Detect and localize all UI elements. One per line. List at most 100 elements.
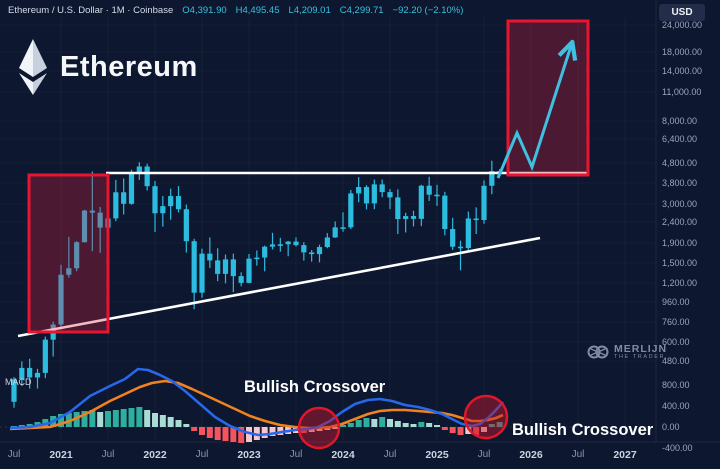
macd-histogram-bar xyxy=(473,427,480,435)
macd-signal-line xyxy=(9,379,504,431)
candle-body xyxy=(332,227,338,238)
price-axis-label: 3,000.00 xyxy=(662,199,698,209)
macd-histogram-bar xyxy=(18,425,25,427)
macd-histogram-bar xyxy=(167,417,174,427)
candle-body xyxy=(262,246,268,258)
time-axis-label: 2024 xyxy=(331,449,355,461)
candle-body xyxy=(481,185,487,220)
macd-histogram-bar xyxy=(159,415,166,427)
macd-histogram-bar xyxy=(339,425,346,427)
time-axis-label: Jul xyxy=(195,449,209,460)
bullish-crossover-label-1: Bullish Crossover xyxy=(244,378,386,396)
macd-histogram-bar xyxy=(120,409,127,427)
price-axis-label: 4,800.00 xyxy=(662,158,698,168)
candle-body xyxy=(27,367,33,378)
macd-histogram-bar xyxy=(57,414,64,427)
crossover-circle xyxy=(297,406,341,450)
macd-histogram-bar xyxy=(355,420,362,427)
candle-body xyxy=(293,241,299,246)
macd-histogram-bar xyxy=(488,424,495,427)
macd-histogram-bar xyxy=(426,423,433,427)
ohlc-close: C4,299.71 xyxy=(339,4,384,16)
ohlc-open: O4,391.90 xyxy=(182,4,227,16)
candle-body xyxy=(309,252,315,255)
candle-body xyxy=(403,216,409,220)
price-axis-label: 2,400.00 xyxy=(662,217,698,227)
macd-histogram-bar xyxy=(441,427,448,430)
projection-arrow xyxy=(496,46,571,179)
currency-toggle-button[interactable]: USD xyxy=(659,4,705,21)
crossover-circle xyxy=(463,394,509,440)
price-axis-label: 11,000.00 xyxy=(662,87,702,97)
candle-body xyxy=(160,206,166,214)
price-axis-label: 18,000.00 xyxy=(662,47,703,57)
candle-body xyxy=(175,196,182,210)
time-axis-label: 2026 xyxy=(519,449,543,461)
candle-body xyxy=(434,194,440,197)
price-axis-label: 3,800.00 xyxy=(662,178,698,188)
macd-histogram-bar xyxy=(363,418,370,427)
candle-body xyxy=(152,186,158,214)
candle-body xyxy=(316,247,323,255)
ascending-trendline xyxy=(17,236,541,338)
macd-histogram-bar xyxy=(457,427,464,435)
candle-body xyxy=(489,171,495,186)
watermark-subtitle: THE TRADER xyxy=(614,353,666,360)
time-axis-label: Jul xyxy=(571,449,585,460)
candle-body xyxy=(34,372,41,378)
watermark-name: MERLIJN xyxy=(614,342,668,355)
candle-body xyxy=(418,185,424,219)
macd-histogram-bar xyxy=(128,408,135,427)
candle-body xyxy=(19,367,25,380)
macd-line xyxy=(9,367,504,437)
candle-body xyxy=(11,379,17,402)
macd-histogram-bar xyxy=(183,424,190,427)
candle-body xyxy=(183,209,189,242)
candle-body xyxy=(348,193,354,228)
time-axis-label: Jul xyxy=(101,449,115,460)
macd-histogram-bar xyxy=(410,424,417,427)
ethereum-diamond-icon xyxy=(19,39,47,95)
candle-body xyxy=(277,244,283,246)
time-axis-label: 2027 xyxy=(613,449,637,461)
price-axis[interactable]: 24,000.00 18,000.00 14,000.00 11,000.00 8,00… xyxy=(656,0,720,453)
time-axis-label: Jul xyxy=(477,449,491,460)
macd-histogram-bar xyxy=(198,427,205,435)
candle-body xyxy=(66,268,72,275)
ethereum-logo-block: Ethereum xyxy=(16,38,198,96)
ohlc-low: L4,209.01 xyxy=(288,4,331,16)
candle-body xyxy=(246,258,252,283)
time-axis-label: Jul xyxy=(289,449,303,460)
price-axis-label: 400.00 xyxy=(662,401,690,411)
macd-histogram-bar xyxy=(81,411,88,427)
price-axis-label: 8,000.00 xyxy=(662,116,698,126)
macd-histogram-bar xyxy=(480,427,487,432)
time-axis-label: 2021 xyxy=(49,449,73,461)
candle-body xyxy=(285,241,291,245)
time-axis-label: 2025 xyxy=(425,449,449,461)
ohlc-high: H4,495.45 xyxy=(235,4,280,16)
candle-body xyxy=(340,227,346,229)
macd-histogram-bar xyxy=(261,427,268,438)
macd-histogram-bar xyxy=(402,423,409,427)
candle-body xyxy=(199,253,205,293)
candle-body xyxy=(442,195,448,230)
macd-indicator-label[interactable]: MACD xyxy=(5,377,32,387)
candle-body xyxy=(301,245,307,253)
price-axis-label: 800.00 xyxy=(662,380,690,390)
candle-body xyxy=(238,276,244,283)
candle-body xyxy=(136,166,142,174)
time-axis[interactable]: Jul 2021 Jul 2022 Jul 2023 Jul 2024 Jul 2025 Jul 20… xyxy=(0,442,720,469)
candle-body xyxy=(81,210,88,243)
macd-histogram-bar xyxy=(238,427,245,443)
macd-histogram-bar xyxy=(89,410,96,427)
price-axis-label: 480.00 xyxy=(662,356,690,366)
symbol-description[interactable]: Ethereum / U.S. Dollar · 1M · Coinbase xyxy=(8,4,174,16)
macd-histogram-bar xyxy=(418,422,425,427)
chart-title: Ethereum xyxy=(60,50,198,83)
macd-histogram-bar xyxy=(97,412,104,427)
price-axis-label: -400.00 xyxy=(662,443,693,453)
macd-histogram-bar xyxy=(206,427,213,438)
candle-body xyxy=(379,184,385,193)
